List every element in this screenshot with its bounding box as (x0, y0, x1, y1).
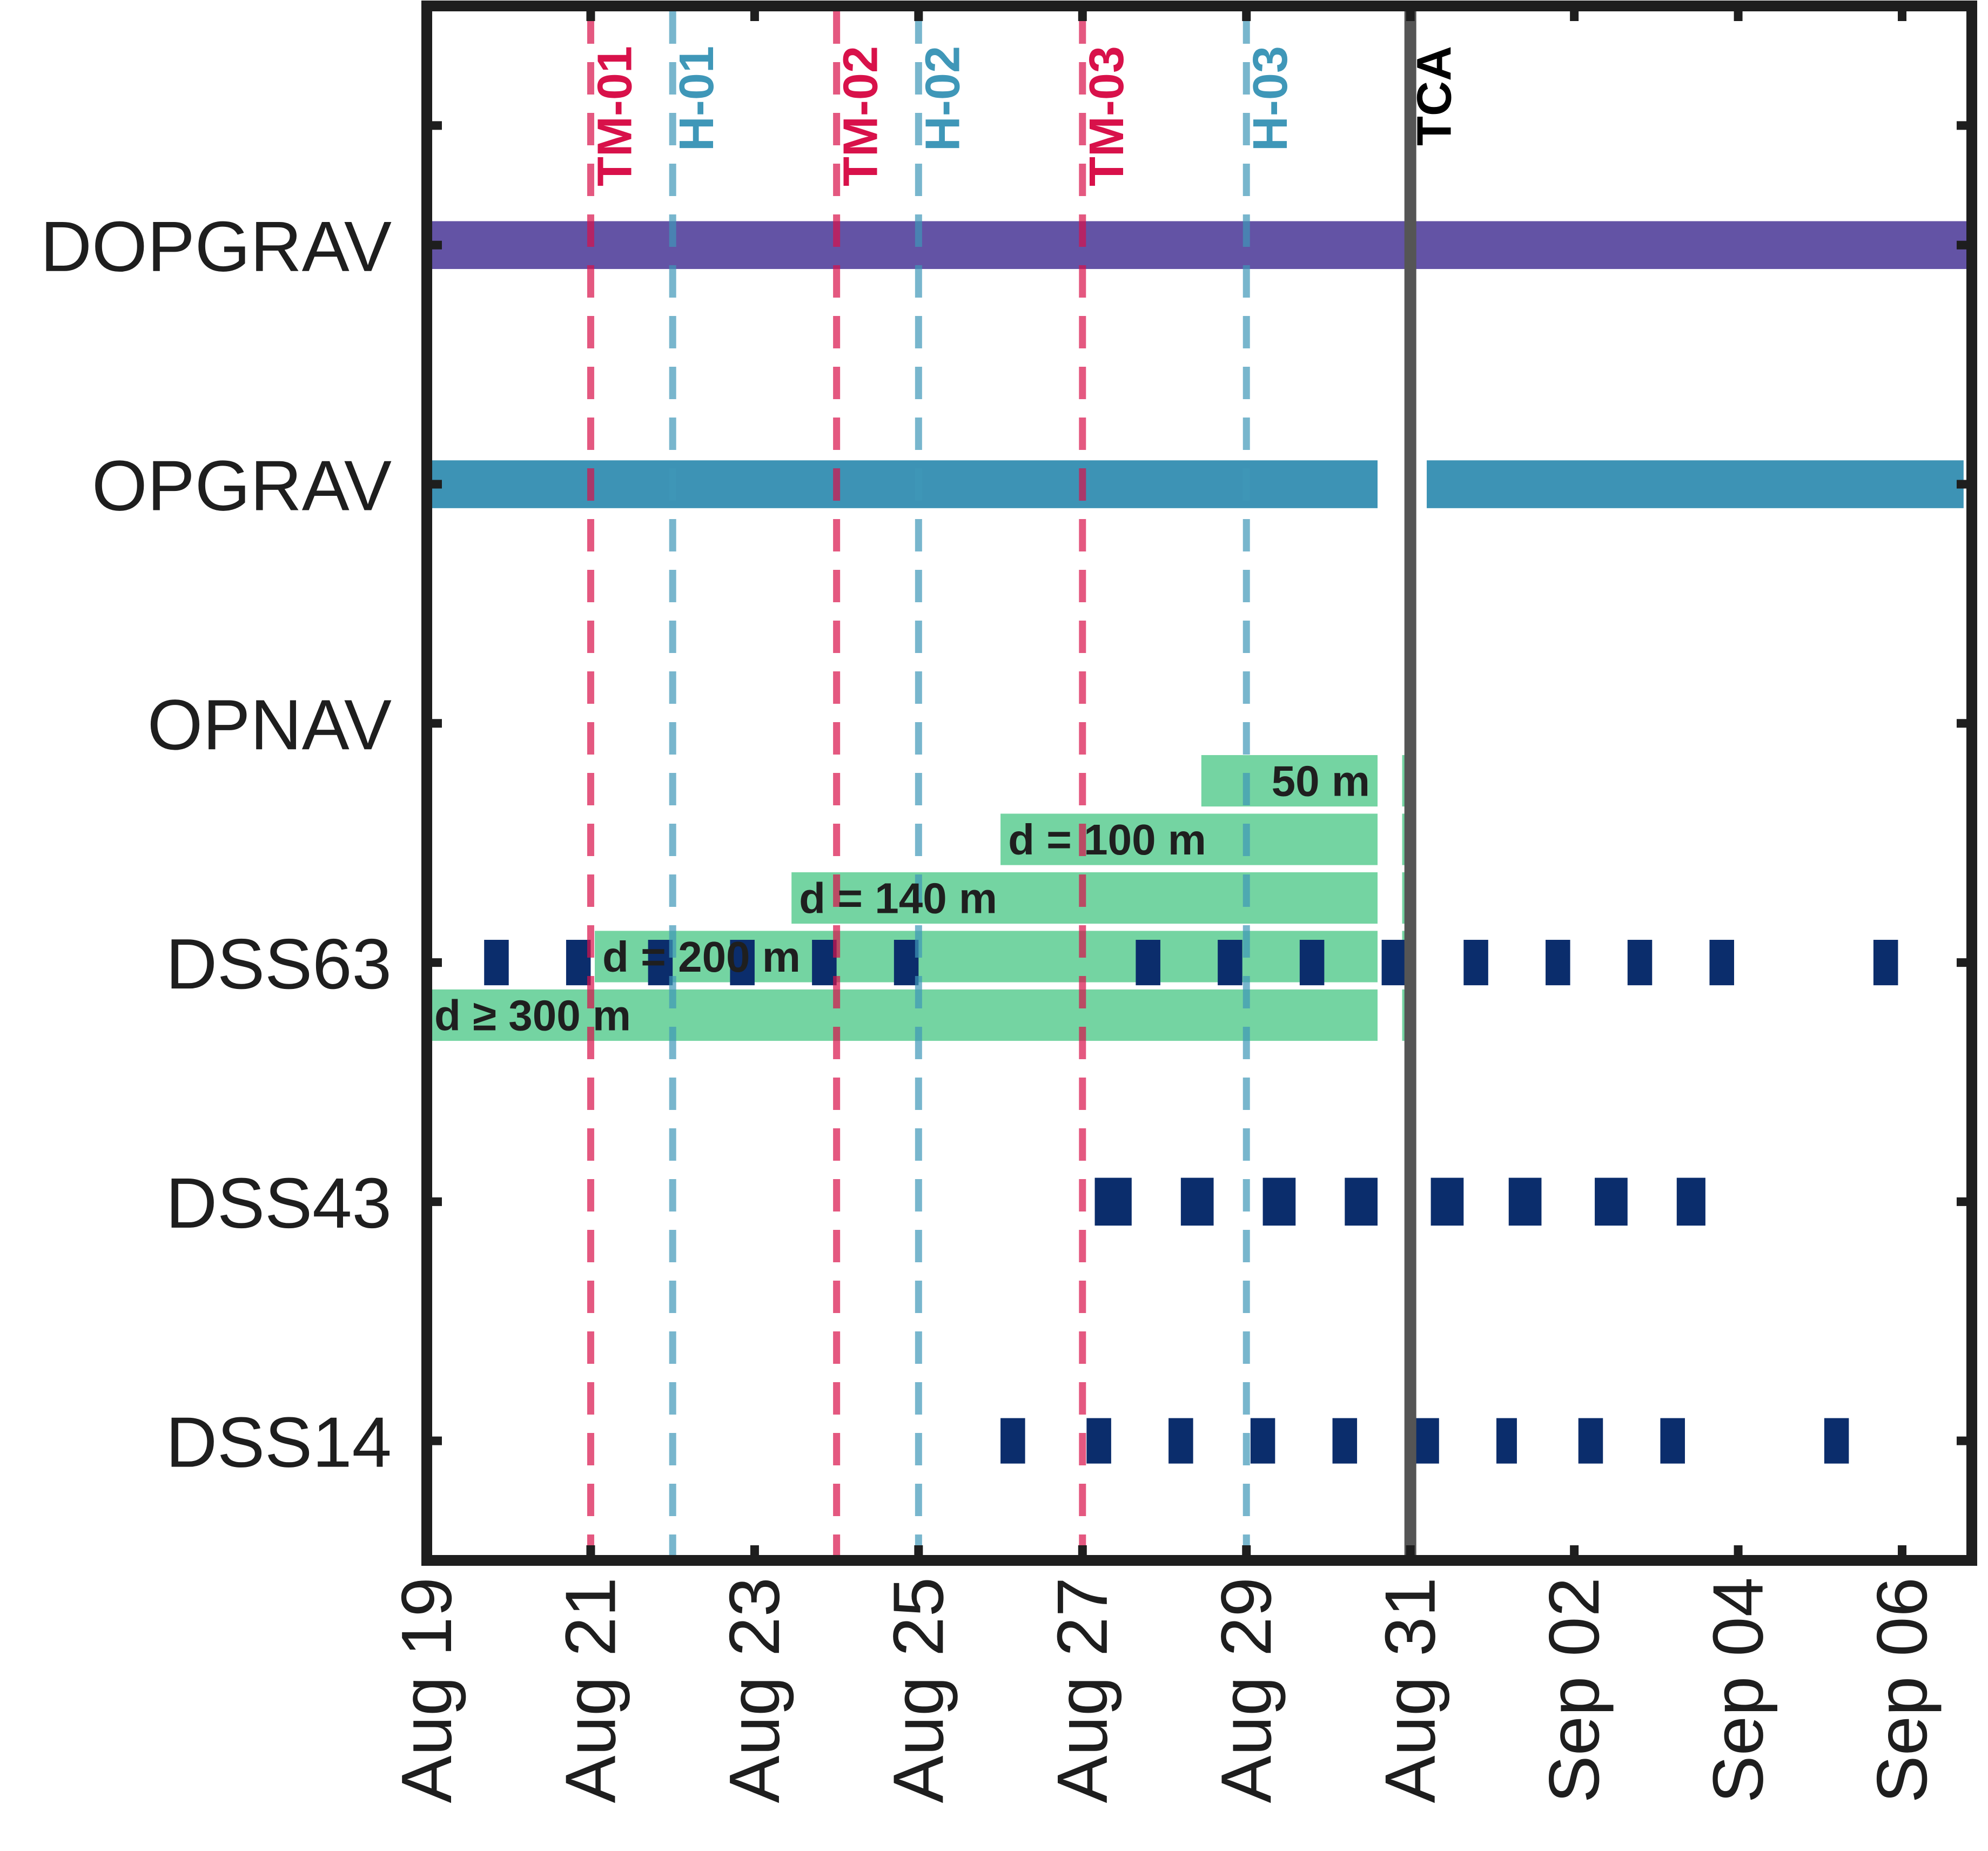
x-tick-label: Aug 19 (387, 1577, 466, 1803)
pass-dss14 (1250, 1418, 1275, 1464)
pass-dss14 (1496, 1418, 1517, 1464)
event-label-tm-03: TM-03 (1080, 46, 1134, 186)
pass-dss43 (1595, 1177, 1628, 1226)
pass-dss14 (1414, 1418, 1439, 1464)
pass-dss43 (1180, 1177, 1214, 1226)
x-tick-label: Aug 27 (1043, 1577, 1122, 1803)
opnav-bar (1000, 813, 1378, 865)
pass-dss43 (1094, 1177, 1132, 1226)
x-tick-label: Aug 25 (878, 1577, 958, 1803)
pass-dss14 (1824, 1418, 1849, 1464)
pass-dss63 (1463, 940, 1488, 986)
x-tick-label: Aug 23 (715, 1577, 794, 1803)
x-tick-label: Sep 04 (1698, 1577, 1778, 1803)
pass-dss63 (730, 940, 755, 986)
x-tick-label: Sep 06 (1862, 1577, 1942, 1803)
pass-dss14 (1578, 1418, 1603, 1464)
opnav-bar-label: 50 m (1272, 757, 1370, 805)
event-lines: TM-01 H-01 TM-02 H-02 TM-03 H-03 TCA (587, 11, 1462, 1555)
pass-dss63 (1218, 940, 1242, 986)
pass-dss63 (484, 940, 509, 986)
event-label-tm-02: TM-02 (834, 46, 888, 186)
pass-dss14 (1168, 1418, 1193, 1464)
y-row-label-opgrav: OPGRAV (92, 446, 392, 526)
opnav-bar (1201, 755, 1378, 807)
bar-dopgrav (427, 221, 1972, 270)
bar-labels: 50 m d = 100 md = 140 m d = 200 m d ≥ 300 m (434, 757, 1370, 1040)
pass-dss14 (1000, 1418, 1025, 1464)
pass-dss63 (1627, 940, 1653, 986)
bar-opgrav (427, 460, 1378, 508)
pass-dss63 (648, 940, 673, 986)
pass-dss43 (1345, 1177, 1378, 1226)
y-row-label-dopgrav: DOPGRAV (41, 207, 392, 286)
pass-dss63 (566, 940, 591, 986)
pass-dss63 (1136, 940, 1160, 986)
pass-dss43 (1508, 1177, 1542, 1226)
x-tick-label: Aug 31 (1371, 1577, 1450, 1803)
pass-dss63 (1299, 940, 1325, 986)
pass-dss63 (812, 940, 837, 986)
opnav-bar-label: d ≥ 300 m (434, 991, 631, 1039)
pass-dss63 (894, 940, 919, 986)
pass-dss63 (1873, 940, 1898, 986)
opnav-bar-label: d = 200 m (602, 933, 801, 981)
pass-dss14 (1086, 1418, 1111, 1464)
opnav-bar-label: d = 140 m (799, 874, 997, 923)
x-tick-label: Sep 02 (1534, 1577, 1614, 1803)
pass-dss14 (1332, 1418, 1358, 1464)
opnav-bar-label: d = 100 m (1008, 816, 1206, 864)
event-label-tca: TCA (1408, 46, 1462, 146)
opnav-bar (427, 989, 1378, 1041)
plot-frame (421, 1, 1977, 1566)
y-row-label-dss43: DSS43 (166, 1163, 392, 1243)
y-row-label-dss14: DSS14 (166, 1403, 392, 1482)
event-label-h-02: H-02 (916, 46, 970, 151)
pass-dss63 (1381, 940, 1407, 986)
axes: Aug 19 Aug 21 Aug 23 Aug 25 Aug 27 Aug 29 Aug … (41, 2, 1972, 1803)
pass-dss43 (1676, 1177, 1705, 1226)
y-row-label-opnav: OPNAV (147, 685, 392, 764)
pass-dss63 (1709, 940, 1734, 986)
pass-dss63 (1546, 940, 1570, 986)
event-label-h-01: H-01 (670, 46, 724, 151)
pass-dss43 (1262, 1177, 1296, 1226)
pass-dss14 (1660, 1418, 1685, 1464)
bar-opgrav (1427, 460, 1964, 508)
event-label-tm-01: TM-01 (588, 46, 642, 186)
y-row-label-dss63: DSS63 (166, 924, 392, 1004)
event-label-h-03: H-03 (1244, 46, 1298, 151)
pass-dss43 (1430, 1177, 1464, 1226)
x-tick-label: Aug 21 (550, 1577, 630, 1803)
x-tick-label: Aug 29 (1206, 1577, 1286, 1803)
